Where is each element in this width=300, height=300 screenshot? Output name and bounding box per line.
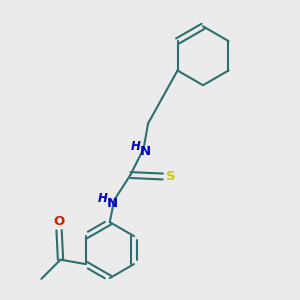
Text: N: N bbox=[107, 196, 118, 209]
Text: H: H bbox=[130, 140, 140, 153]
Text: O: O bbox=[53, 215, 65, 229]
Text: N: N bbox=[140, 145, 151, 158]
Text: H: H bbox=[98, 192, 108, 205]
Text: S: S bbox=[166, 170, 176, 183]
